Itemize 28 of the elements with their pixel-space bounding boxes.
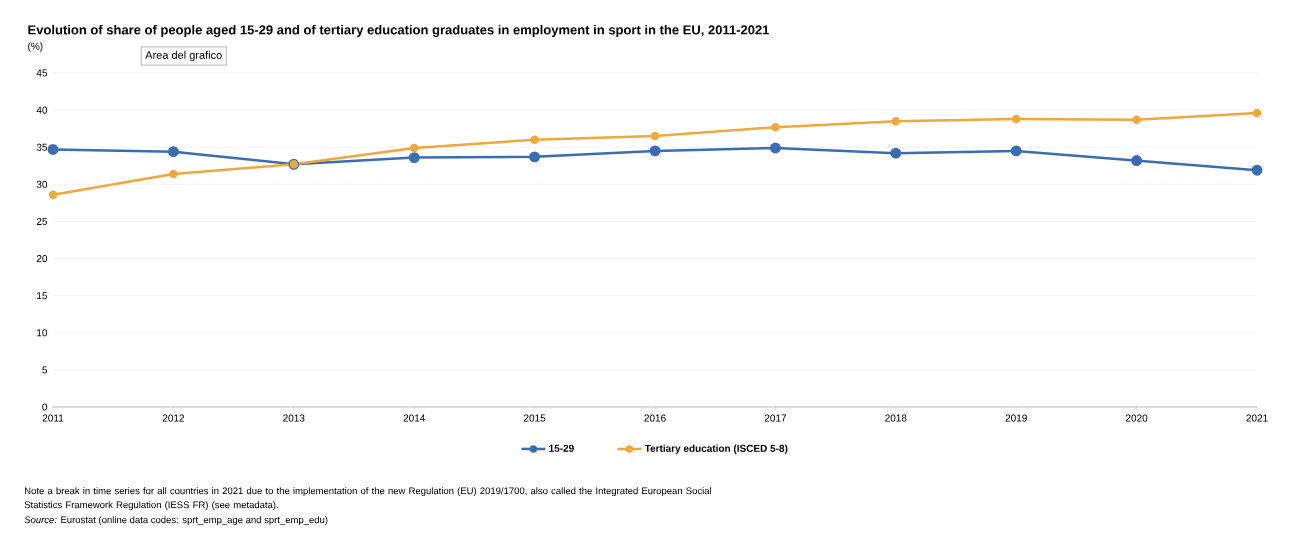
text: Area del grafico xyxy=(145,50,222,62)
y-tick-label: 30 xyxy=(36,180,48,188)
legend-label: 15-29 xyxy=(549,444,574,452)
x-tick-label: 2021 xyxy=(1246,414,1268,422)
x-tick-label: 2015 xyxy=(523,414,546,422)
x-tick-label: 2019 xyxy=(1005,414,1027,422)
y-tick-label: 25 xyxy=(36,217,48,225)
y-tick-label: 35 xyxy=(36,143,48,151)
x-tick-label: 2018 xyxy=(885,414,907,422)
x-tick-label: 2020 xyxy=(1125,414,1148,422)
y-tick-label: 5 xyxy=(42,366,48,374)
y-tick-label: 0 xyxy=(42,403,48,411)
chart-title: Evolution of share of people aged 15-29 and of tertiary education graduates in employment in sport in the EU, 2011-2021 xyxy=(28,24,770,38)
y-tick-label: 10 xyxy=(37,329,48,337)
x-tick-label: 2012 xyxy=(162,414,185,422)
y-tick-label: 40 xyxy=(36,106,48,114)
text: Source: Eurostat (online data codes: sprt_emp_age and sprt_emp_edu) xyxy=(24,516,328,526)
y-tick-label: 15 xyxy=(37,292,48,300)
text: Note a break in time series for all countries in 2021 due to the implementation of the new Regulation (EU) 2019/1700, also called the Integrated European Social Statistics Framework Regulation (IESS FR) (see metadata). xyxy=(24,487,711,511)
x-tick-label: 2016 xyxy=(644,414,666,422)
x-tick-label: 2014 xyxy=(403,414,426,422)
y-tick-label: 20 xyxy=(36,255,48,263)
x-tick-label: 2013 xyxy=(283,414,305,422)
legend-label: Tertiary education (ISCED 5-8) xyxy=(644,444,788,454)
y-tick-label: 45 xyxy=(36,69,48,77)
x-tick-label: 2011 xyxy=(42,414,64,422)
x-tick-label: 2017 xyxy=(764,414,787,422)
y-axis-title: (%) xyxy=(28,42,43,52)
